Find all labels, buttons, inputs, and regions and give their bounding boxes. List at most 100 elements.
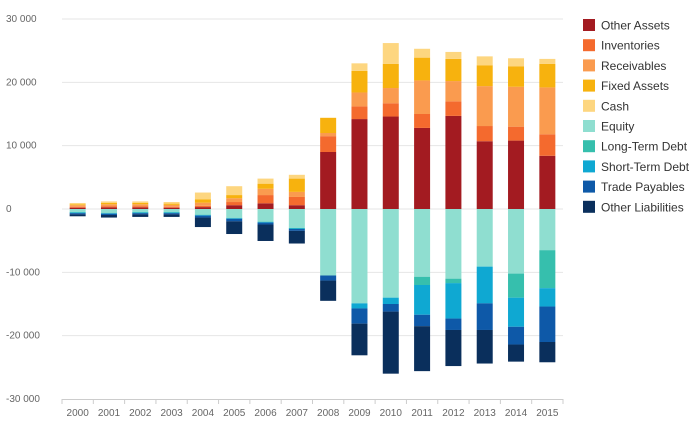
legend-label: Fixed Assets bbox=[601, 79, 669, 93]
bar-segment bbox=[508, 126, 525, 141]
y-tick-label: -10 000 bbox=[6, 267, 40, 278]
bar-segment bbox=[100, 213, 117, 216]
bar-segment bbox=[382, 43, 399, 64]
bar-segment bbox=[163, 206, 180, 208]
bar-segment bbox=[132, 207, 149, 209]
legend-item[interactable]: Cash bbox=[583, 99, 629, 113]
bar-segment bbox=[445, 209, 462, 279]
bar-segment bbox=[539, 134, 556, 156]
bar-segment bbox=[539, 288, 556, 307]
bar-segment bbox=[351, 106, 368, 120]
legend-item[interactable]: Other Assets bbox=[583, 19, 670, 33]
bar-segment bbox=[414, 314, 431, 327]
bar-segment bbox=[132, 212, 149, 214]
bar-segment bbox=[132, 214, 149, 217]
bar-segment bbox=[508, 344, 525, 362]
bar-segment bbox=[351, 323, 368, 356]
legend-item[interactable]: Receivables bbox=[583, 59, 666, 73]
bar-segment bbox=[194, 199, 211, 203]
bar-segment bbox=[257, 178, 274, 184]
bar-segment bbox=[320, 152, 337, 209]
bar-segment bbox=[539, 250, 556, 289]
bar-segment bbox=[194, 209, 211, 215]
legend-item[interactable]: Other Liabilities bbox=[583, 200, 684, 214]
bar-segment bbox=[226, 218, 243, 219]
bar-segment bbox=[288, 174, 305, 179]
bar-segment bbox=[257, 209, 274, 222]
x-tick-label: 2007 bbox=[286, 408, 309, 419]
x-tick-label: 2006 bbox=[254, 408, 277, 419]
legend-item[interactable]: Inventories bbox=[583, 39, 660, 53]
bar-segment bbox=[288, 230, 305, 244]
x-tick-label: 2008 bbox=[317, 408, 340, 419]
bar-segment bbox=[69, 204, 86, 206]
legend-item[interactable]: Trade Payables bbox=[583, 180, 685, 194]
bar-segment bbox=[414, 57, 431, 81]
bars bbox=[69, 43, 556, 374]
bar-segment bbox=[194, 215, 211, 216]
bar-segment bbox=[163, 204, 180, 207]
bar-segment bbox=[351, 70, 368, 93]
bar-segment bbox=[69, 212, 86, 213]
bar-segment bbox=[539, 209, 556, 251]
legend-label: Cash bbox=[601, 99, 629, 113]
bar-segment bbox=[320, 136, 337, 152]
bar-segment bbox=[476, 209, 493, 267]
legend-swatch bbox=[583, 180, 595, 193]
bar-segment bbox=[414, 209, 431, 277]
bar-segment bbox=[288, 178, 305, 192]
bar-segment bbox=[163, 209, 180, 213]
bar-segment bbox=[257, 203, 274, 209]
x-tick-labels: 2000 2001 2002 2003 2004 2005 2006 2007 2008 2009… bbox=[67, 408, 559, 419]
legend-swatch bbox=[583, 19, 595, 31]
bar-segment bbox=[382, 103, 399, 117]
bar-segment bbox=[226, 209, 243, 218]
x-tick-label: 2010 bbox=[380, 408, 403, 419]
bar-segment bbox=[132, 206, 149, 208]
bar-segment bbox=[194, 215, 211, 218]
bar-segment bbox=[351, 308, 368, 324]
bar-segment bbox=[320, 133, 337, 137]
bar-segment bbox=[132, 212, 149, 213]
x-tick-label: 2012 bbox=[442, 408, 465, 419]
bar-segment bbox=[445, 115, 462, 209]
bar-segment bbox=[508, 326, 525, 345]
bar-segment bbox=[100, 213, 117, 214]
bar-segment bbox=[100, 202, 117, 205]
bar-segment bbox=[132, 209, 149, 213]
x-tick-label: 2014 bbox=[505, 408, 528, 419]
bar-segment bbox=[257, 183, 274, 189]
bar-segment bbox=[414, 326, 431, 372]
legend-item[interactable]: Short-Term Debt bbox=[583, 160, 690, 174]
bar-segment bbox=[414, 80, 431, 114]
bar-segment bbox=[194, 205, 211, 208]
bar-segment bbox=[539, 63, 556, 88]
bar-segment bbox=[445, 318, 462, 330]
bar-segment bbox=[69, 214, 86, 217]
bar-segment bbox=[445, 101, 462, 116]
bar-segment bbox=[320, 275, 337, 281]
bar-segment bbox=[414, 276, 431, 285]
legend-item[interactable]: Fixed Assets bbox=[583, 79, 669, 93]
bar-segment bbox=[382, 297, 399, 304]
bar-segment bbox=[132, 202, 149, 205]
bar-segment bbox=[100, 207, 117, 209]
bar-segment bbox=[382, 63, 399, 89]
bar-segment bbox=[351, 92, 368, 107]
bar-segment bbox=[257, 221, 274, 223]
bar-segment bbox=[445, 81, 462, 102]
legend-item[interactable]: Equity bbox=[583, 120, 634, 134]
bar-segment bbox=[288, 209, 305, 228]
bar-segment bbox=[257, 222, 274, 225]
bar-segment bbox=[382, 88, 399, 104]
bar-segment bbox=[476, 56, 493, 66]
legend-item[interactable]: Long-Term Debt bbox=[583, 140, 688, 154]
bar-segment bbox=[476, 266, 493, 304]
bar-segment bbox=[508, 140, 525, 209]
bar-segment bbox=[320, 280, 337, 301]
bar-segment bbox=[351, 119, 368, 209]
legend-swatch bbox=[583, 140, 595, 153]
legend-swatch bbox=[583, 160, 595, 173]
bar-segment bbox=[414, 127, 431, 209]
